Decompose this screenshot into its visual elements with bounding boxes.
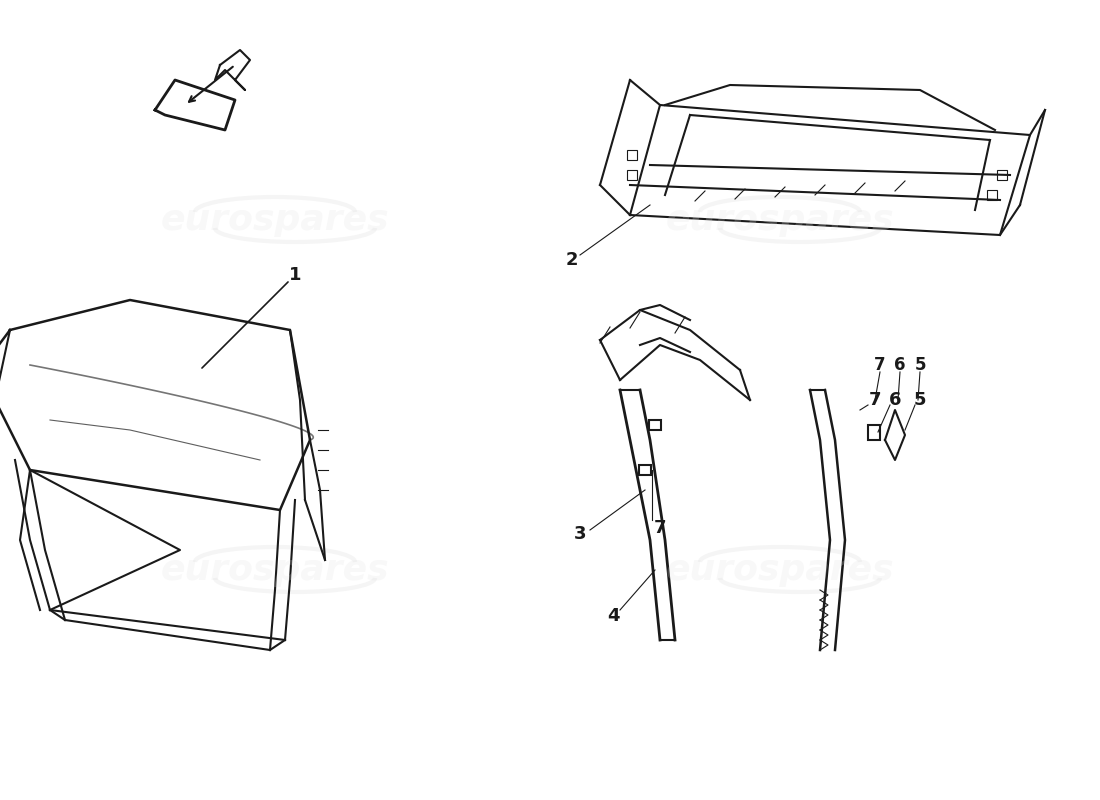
Text: eurospares: eurospares xyxy=(666,203,894,237)
Text: eurospares: eurospares xyxy=(161,553,389,587)
Text: 7: 7 xyxy=(874,356,886,374)
Text: 2: 2 xyxy=(565,251,579,269)
Text: 1: 1 xyxy=(288,266,301,284)
Text: eurospares: eurospares xyxy=(666,553,894,587)
Text: eurospares: eurospares xyxy=(161,203,389,237)
Text: 7: 7 xyxy=(869,391,881,409)
Text: 3: 3 xyxy=(574,525,586,543)
Text: 4: 4 xyxy=(607,607,619,625)
Text: 6: 6 xyxy=(889,391,901,409)
Text: 7: 7 xyxy=(653,519,667,537)
Text: 5: 5 xyxy=(914,356,926,374)
Text: 5: 5 xyxy=(914,391,926,409)
Text: 6: 6 xyxy=(894,356,905,374)
